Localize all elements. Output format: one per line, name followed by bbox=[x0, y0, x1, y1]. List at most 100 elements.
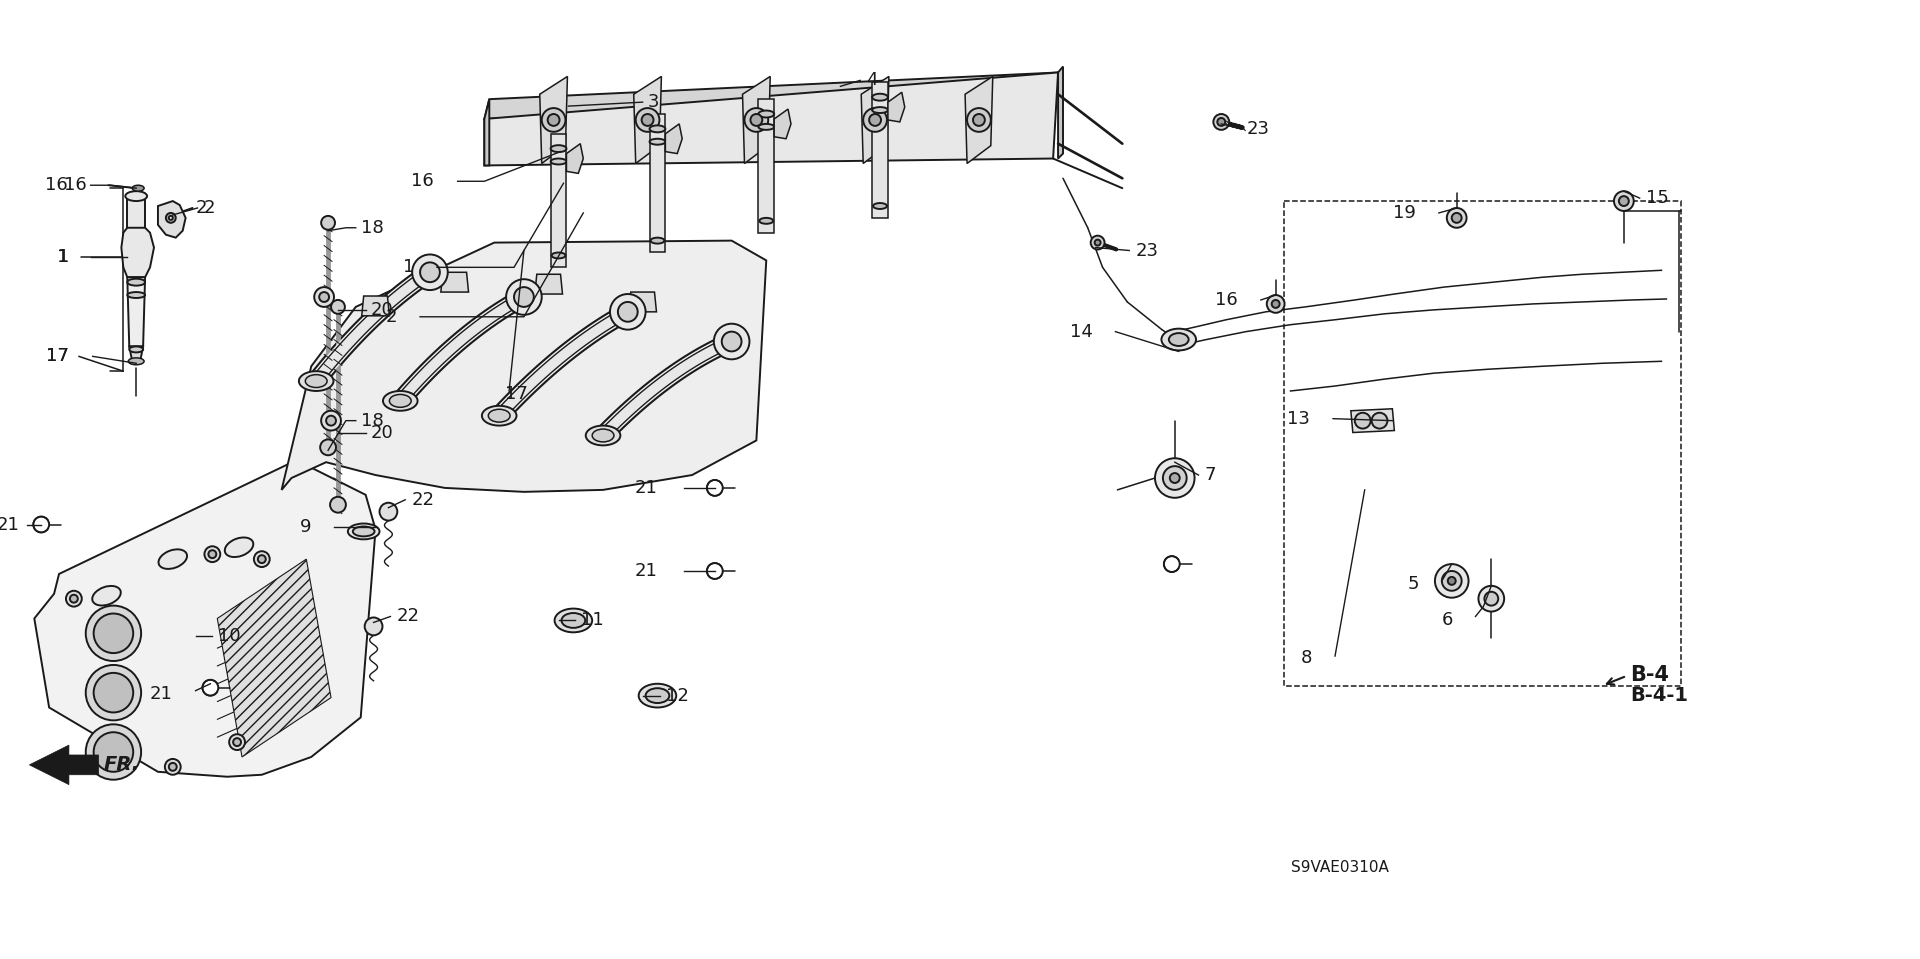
Polygon shape bbox=[121, 228, 154, 277]
Text: 18: 18 bbox=[361, 411, 384, 430]
Polygon shape bbox=[129, 346, 144, 362]
Ellipse shape bbox=[649, 126, 666, 132]
Text: B-4: B-4 bbox=[1630, 665, 1668, 685]
Text: 20: 20 bbox=[371, 424, 394, 441]
Ellipse shape bbox=[127, 279, 146, 286]
Circle shape bbox=[968, 108, 991, 131]
Circle shape bbox=[611, 294, 645, 330]
Text: 22: 22 bbox=[411, 491, 434, 509]
Circle shape bbox=[365, 618, 382, 635]
Polygon shape bbox=[217, 559, 330, 757]
Circle shape bbox=[1091, 236, 1104, 249]
Polygon shape bbox=[484, 99, 490, 166]
Circle shape bbox=[1434, 564, 1469, 597]
Circle shape bbox=[1442, 571, 1461, 591]
Circle shape bbox=[202, 680, 219, 695]
Polygon shape bbox=[157, 201, 186, 238]
Circle shape bbox=[94, 733, 132, 772]
Circle shape bbox=[1356, 412, 1371, 429]
Circle shape bbox=[380, 503, 397, 521]
Polygon shape bbox=[872, 82, 887, 218]
Circle shape bbox=[420, 263, 440, 282]
Ellipse shape bbox=[305, 375, 326, 387]
Text: 2: 2 bbox=[204, 199, 215, 217]
Circle shape bbox=[507, 279, 541, 315]
Polygon shape bbox=[361, 296, 390, 316]
Circle shape bbox=[1478, 586, 1503, 612]
Polygon shape bbox=[536, 274, 563, 294]
Ellipse shape bbox=[758, 124, 774, 129]
Polygon shape bbox=[540, 77, 568, 163]
Text: 3: 3 bbox=[647, 93, 659, 111]
Circle shape bbox=[618, 302, 637, 321]
Circle shape bbox=[169, 763, 177, 771]
Text: S9VAE0310A: S9VAE0310A bbox=[1290, 860, 1388, 876]
Ellipse shape bbox=[348, 524, 380, 539]
Circle shape bbox=[413, 254, 447, 290]
Ellipse shape bbox=[92, 586, 121, 605]
Ellipse shape bbox=[591, 429, 614, 442]
Polygon shape bbox=[484, 73, 1058, 166]
Circle shape bbox=[204, 547, 221, 562]
Ellipse shape bbox=[488, 409, 511, 422]
Circle shape bbox=[1271, 300, 1279, 308]
Text: 16: 16 bbox=[1215, 291, 1238, 309]
Ellipse shape bbox=[1162, 329, 1196, 350]
Circle shape bbox=[94, 673, 132, 713]
Polygon shape bbox=[1352, 409, 1394, 433]
Text: 8: 8 bbox=[1302, 649, 1311, 667]
Circle shape bbox=[541, 108, 566, 131]
Circle shape bbox=[745, 108, 768, 131]
Text: 16: 16 bbox=[411, 173, 434, 190]
Circle shape bbox=[326, 415, 336, 426]
Text: 1: 1 bbox=[56, 248, 67, 267]
Polygon shape bbox=[127, 277, 146, 346]
Text: 2: 2 bbox=[196, 199, 207, 217]
Ellipse shape bbox=[874, 203, 887, 209]
Circle shape bbox=[707, 480, 722, 496]
Ellipse shape bbox=[225, 537, 253, 557]
Ellipse shape bbox=[551, 145, 566, 152]
Text: 7: 7 bbox=[1204, 466, 1215, 484]
Circle shape bbox=[1619, 196, 1628, 206]
Text: 21: 21 bbox=[636, 562, 657, 580]
Polygon shape bbox=[29, 745, 98, 784]
Text: 2: 2 bbox=[386, 308, 397, 326]
Text: 9: 9 bbox=[300, 519, 311, 536]
Circle shape bbox=[209, 550, 217, 558]
Ellipse shape bbox=[561, 613, 586, 628]
Ellipse shape bbox=[645, 689, 670, 703]
Circle shape bbox=[1484, 592, 1498, 606]
Text: 17: 17 bbox=[46, 347, 69, 365]
Text: 22: 22 bbox=[396, 607, 419, 625]
Text: 15: 15 bbox=[1645, 189, 1668, 207]
Polygon shape bbox=[35, 460, 376, 777]
Ellipse shape bbox=[482, 406, 516, 426]
Polygon shape bbox=[634, 77, 660, 163]
Circle shape bbox=[722, 332, 741, 351]
Circle shape bbox=[1452, 213, 1461, 222]
Ellipse shape bbox=[551, 158, 566, 164]
Text: 1: 1 bbox=[58, 248, 69, 267]
Circle shape bbox=[1615, 191, 1634, 211]
Circle shape bbox=[321, 439, 336, 456]
Ellipse shape bbox=[651, 238, 664, 244]
Polygon shape bbox=[774, 109, 791, 139]
Ellipse shape bbox=[353, 526, 374, 536]
Circle shape bbox=[641, 114, 653, 126]
Polygon shape bbox=[484, 73, 1058, 119]
Text: 10: 10 bbox=[219, 627, 240, 645]
Circle shape bbox=[321, 410, 342, 431]
Circle shape bbox=[1448, 577, 1455, 585]
Polygon shape bbox=[1058, 66, 1064, 158]
Polygon shape bbox=[887, 92, 904, 122]
Text: 1: 1 bbox=[403, 258, 415, 276]
Text: 20: 20 bbox=[371, 301, 394, 318]
Circle shape bbox=[165, 213, 177, 222]
Circle shape bbox=[169, 216, 173, 220]
Bar bbox=[1284, 201, 1682, 686]
Text: FR.: FR. bbox=[104, 756, 140, 774]
Circle shape bbox=[257, 555, 265, 563]
Text: 12: 12 bbox=[666, 687, 689, 705]
Circle shape bbox=[1156, 458, 1194, 498]
